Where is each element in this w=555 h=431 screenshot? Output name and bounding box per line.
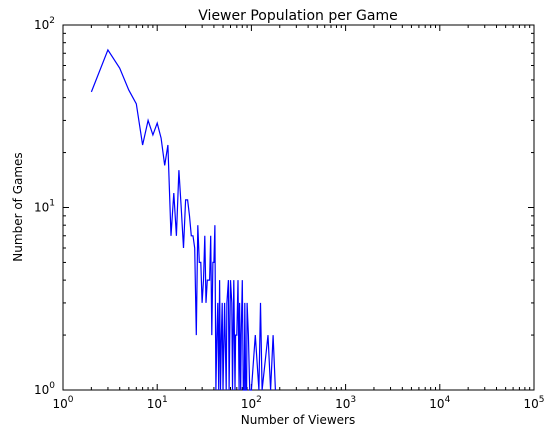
x-tick-label: 103 bbox=[335, 395, 356, 411]
y-tick-label: 102 bbox=[34, 16, 55, 32]
y-tick-label: 101 bbox=[34, 199, 55, 215]
y-axis-label: Number of Games bbox=[11, 152, 25, 261]
x-tick-label: 104 bbox=[429, 395, 450, 411]
x-tick-label: 102 bbox=[241, 395, 262, 411]
x-tick-label: 100 bbox=[52, 395, 73, 411]
x-tick-label: 105 bbox=[523, 395, 544, 411]
y-tick-label: 100 bbox=[34, 381, 55, 397]
viewer-population-series-line bbox=[90, 48, 276, 391]
x-axis-label: Number of Viewers bbox=[241, 413, 355, 427]
chart-title: Viewer Population per Game bbox=[198, 8, 397, 24]
y-axis: 100 101 102 bbox=[34, 16, 534, 397]
x-tick-label: 101 bbox=[147, 395, 168, 411]
plot-area-frame bbox=[62, 24, 535, 391]
x-axis: 100 101 102 103 104 105 bbox=[52, 25, 545, 411]
